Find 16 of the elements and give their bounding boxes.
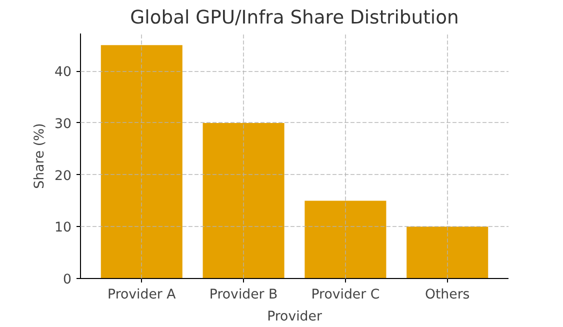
y-axis-title: Share (%) [32,123,48,189]
x-tick-label: Provider A [108,288,176,302]
chart-title: Global GPU/Infra Share Distribution [130,8,459,28]
bar [202,122,284,278]
x-tick-label: Others [424,288,470,302]
x-tick-label: Provider B [209,288,278,302]
y-tick-label: 10 [54,220,72,236]
x-tick-label: Provider C [311,288,380,302]
y-tick-label: 40 [54,65,72,80]
bar [304,200,386,278]
y-tick-label: 30 [54,116,72,132]
y-tick-label: 20 [54,168,72,184]
bar [406,226,488,278]
y-tick-label: 0 [63,272,72,288]
x-axis-title: Provider [267,310,322,324]
bar [100,45,182,278]
